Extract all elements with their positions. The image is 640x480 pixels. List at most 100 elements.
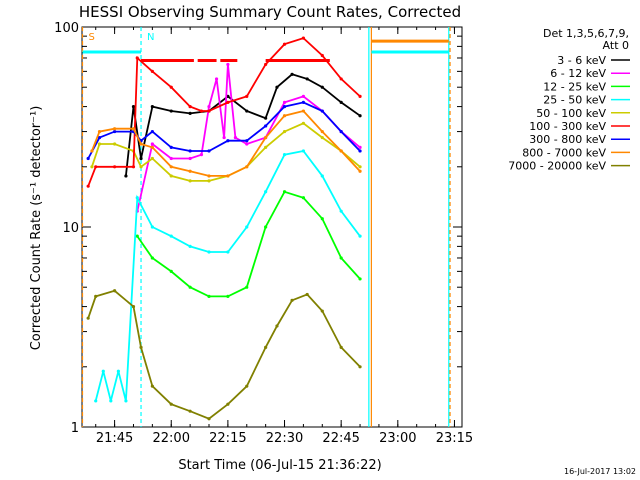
data-point <box>320 135 324 140</box>
data-point <box>226 294 230 298</box>
data-point <box>301 94 306 98</box>
data-point <box>169 145 173 150</box>
data-point <box>199 109 204 113</box>
marker-label: S <box>89 32 95 43</box>
data-point <box>116 369 120 373</box>
data-point <box>207 294 211 298</box>
legend-header: Det 1,3,5,6,7,9, <box>543 27 629 40</box>
data-point <box>358 234 362 238</box>
data-point <box>226 174 230 178</box>
legend-label: 6 - 12 keV <box>550 67 606 80</box>
legend-label: 7000 - 20000 keV <box>508 160 606 173</box>
x-tick-label: 23:00 <box>379 431 416 446</box>
data-point <box>124 174 128 178</box>
data-point <box>86 316 90 320</box>
series-line-1 <box>125 73 361 176</box>
data-point <box>169 85 173 89</box>
data-point <box>150 256 154 260</box>
data-point <box>135 196 139 200</box>
data-point <box>233 135 238 140</box>
legend-label: 300 - 800 keV <box>529 133 606 146</box>
legend-label: 3 - 6 keV <box>557 54 606 67</box>
data-point <box>169 156 173 161</box>
data-point <box>86 156 90 161</box>
data-point <box>282 190 287 194</box>
data-point <box>320 85 324 89</box>
data-point <box>245 384 249 388</box>
x-tick-label: 22:00 <box>153 431 190 446</box>
legend-label: 50 - 100 keV <box>536 107 606 120</box>
data-point <box>339 77 343 81</box>
x-axis-label: Start Time (06-Jul-15 21:36:22) <box>178 458 381 473</box>
data-point <box>339 129 343 134</box>
data-point <box>282 104 287 109</box>
data-point <box>113 129 117 134</box>
footer-timestamp: 16-Jul-2017 13:02 <box>564 467 636 476</box>
data-point <box>97 142 102 146</box>
data-point <box>188 104 192 109</box>
data-point <box>282 153 287 157</box>
x-tick-label: 21:45 <box>96 431 133 446</box>
data-point <box>282 100 287 104</box>
chart-title: HESSI Observing Summary Count Rates, Cor… <box>79 3 461 21</box>
data-point <box>264 62 268 67</box>
data-point <box>264 345 268 350</box>
data-point <box>264 145 268 150</box>
data-point <box>264 225 268 229</box>
data-point <box>226 250 230 254</box>
data-point <box>264 135 268 140</box>
x-tick-label: 23:15 <box>436 431 473 446</box>
data-point <box>301 36 306 40</box>
data-point <box>169 174 173 178</box>
data-point <box>207 149 211 153</box>
legend-label: 100 - 300 keV <box>529 120 606 133</box>
data-point <box>139 345 143 350</box>
data-point <box>101 369 105 373</box>
series-line-3 <box>136 190 361 298</box>
data-point <box>305 77 309 81</box>
data-point <box>150 142 154 146</box>
data-point <box>305 292 309 297</box>
y-tick-label: 10 <box>62 221 79 236</box>
data-point <box>282 129 287 134</box>
data-point <box>188 409 192 413</box>
y-tick-label: 100 <box>54 21 79 36</box>
data-point <box>358 169 362 173</box>
data-point <box>320 53 324 58</box>
data-point <box>188 285 192 289</box>
data-point <box>264 190 268 194</box>
data-point <box>358 149 362 153</box>
data-point <box>113 142 117 146</box>
data-point <box>207 109 211 113</box>
data-point <box>150 69 154 73</box>
data-point <box>245 165 249 169</box>
data-point <box>320 174 324 178</box>
legend-header: Att 0 <box>603 39 629 52</box>
data-point <box>358 94 362 98</box>
data-point <box>301 121 306 125</box>
data-point <box>226 100 230 104</box>
data-point <box>188 179 192 183</box>
data-point <box>135 234 139 238</box>
data-point <box>339 149 343 153</box>
data-point <box>169 269 173 273</box>
data-point <box>150 145 154 150</box>
data-point <box>150 129 154 134</box>
data-point <box>290 298 294 302</box>
data-point <box>245 139 249 143</box>
data-point <box>226 139 230 143</box>
data-point <box>282 42 287 46</box>
data-point <box>301 100 306 104</box>
data-point <box>94 294 98 298</box>
data-point <box>131 304 136 309</box>
y-axis-label: Corrected Count Rate (s⁻¹ detector⁻¹) <box>29 106 44 351</box>
data-point <box>320 217 324 221</box>
data-point <box>169 234 173 238</box>
legend-label: 25 - 50 keV <box>543 94 606 107</box>
data-point <box>290 72 294 76</box>
data-point <box>245 142 249 146</box>
data-point <box>301 149 306 153</box>
data-point <box>150 104 154 109</box>
